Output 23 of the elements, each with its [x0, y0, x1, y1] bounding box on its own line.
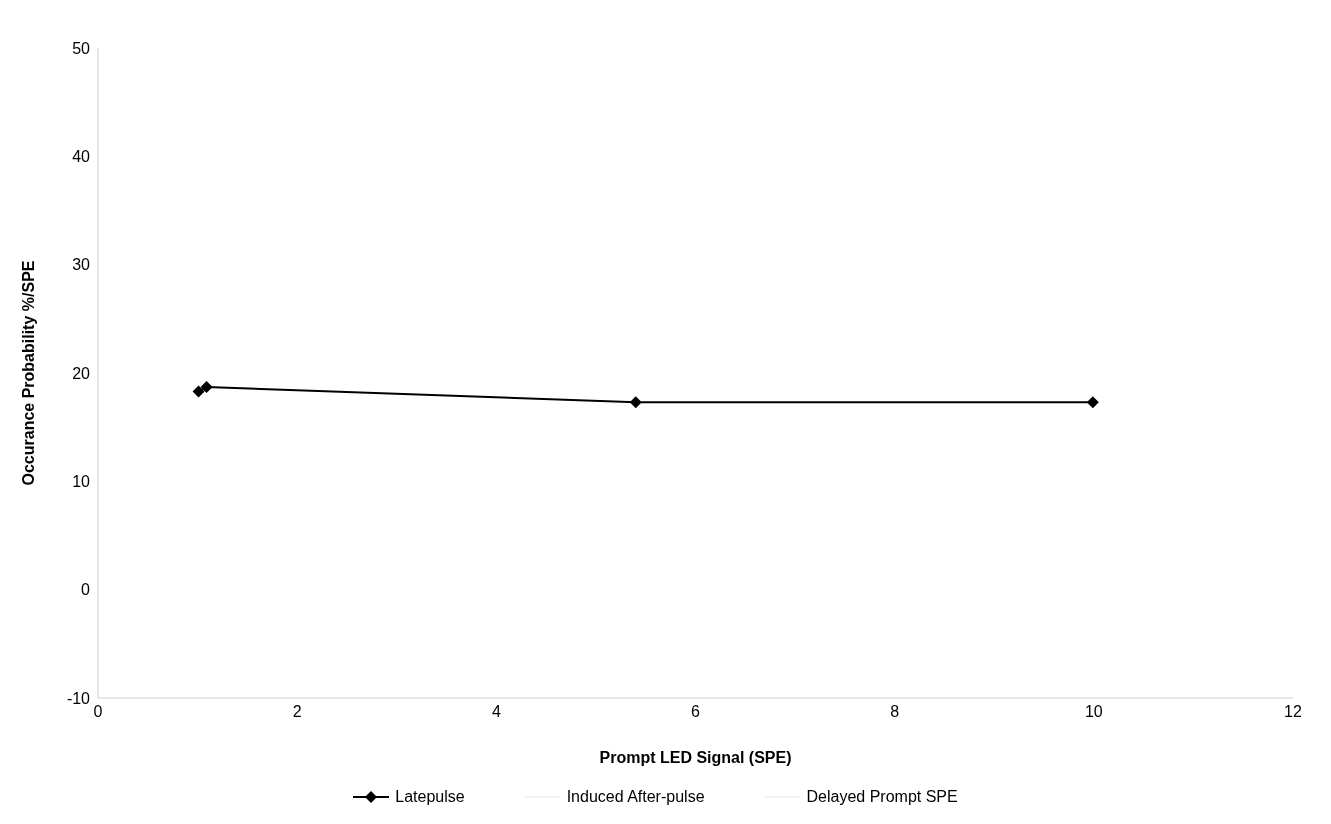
x-tick-label: 10 [1084, 703, 1103, 721]
y-tick-label: 0 [81, 581, 91, 599]
y-axis-title: Occurance Probability %/SPE [19, 260, 37, 486]
x-tick-label: 8 [890, 703, 900, 721]
y-tick-label: 10 [72, 473, 91, 491]
x-tick-label: 12 [1284, 703, 1302, 721]
point [629, 396, 642, 409]
x-axis-title: Prompt LED Signal (SPE) [599, 749, 792, 766]
y-tick-label: 50 [72, 39, 91, 57]
y-tick-label: 20 [72, 364, 91, 382]
legend-label: Delayed Prompt SPE [806, 788, 958, 806]
point [200, 381, 213, 394]
y-tick-label: 30 [72, 256, 91, 274]
y-tick-label: 40 [72, 148, 91, 166]
x-tick-label: 2 [292, 703, 302, 721]
x-tick-label: 4 [491, 703, 501, 721]
point [192, 385, 205, 398]
y-tick-label: -10 [66, 689, 91, 707]
point [1086, 396, 1099, 409]
x-tick-label: 0 [93, 703, 103, 721]
legend-label: Latepulse [395, 788, 465, 806]
legend-label: Induced After-pulse [566, 788, 705, 806]
x-tick-label: 6 [691, 703, 701, 721]
